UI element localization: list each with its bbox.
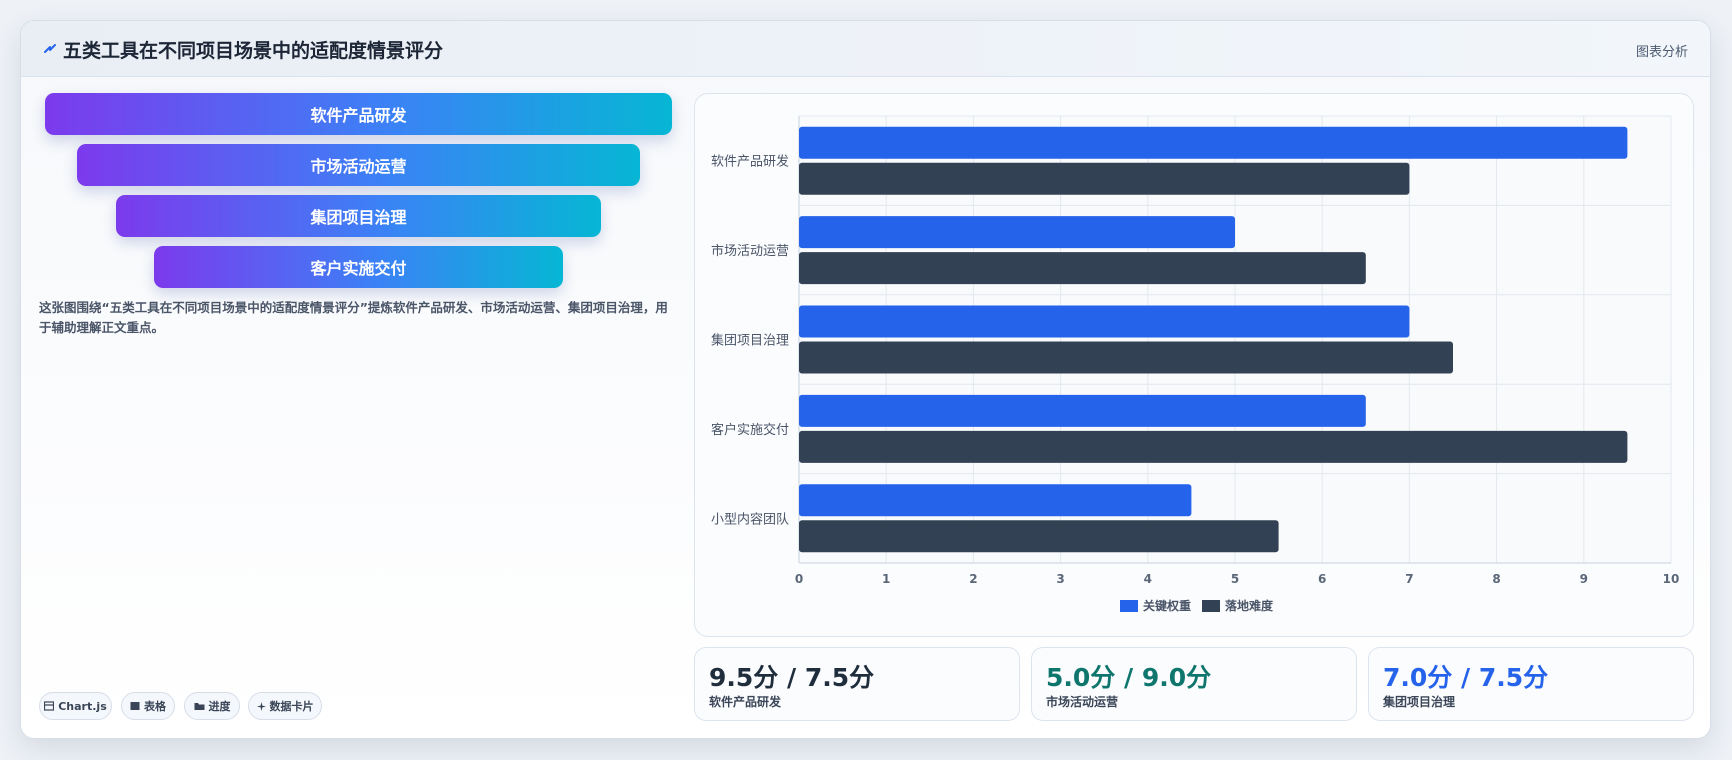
stat-card-2: 5.0分 / 9.0分 市场活动运营 (1031, 647, 1357, 721)
stat-value: 7.0分 / 7.5分 (1383, 663, 1549, 692)
bar (799, 430, 1628, 463)
tag-label: 表格 (144, 700, 166, 713)
bar (799, 520, 1279, 553)
tag-label: 进度 (208, 700, 231, 713)
funnel-item-1[interactable]: 软件产品研发 (45, 93, 672, 135)
x-tick-label: 3 (1056, 572, 1064, 586)
x-tick-label: 8 (1492, 572, 1500, 586)
tag-progress[interactable]: 进度 (184, 692, 240, 720)
y-category-label: 市场活动运营 (711, 243, 789, 259)
bar (799, 126, 1628, 159)
legend-swatch (1202, 600, 1220, 612)
header-bar: 五类工具在不同项目场景中的适配度情景评分 图表分析 (21, 21, 1710, 77)
chart-panel: 0 1 2 3 4 5 6 7 8 9 10 软件产品研发 市场活动运营 集团项目治理 客户实施交付 小型内容… (694, 93, 1694, 637)
chart-analysis-link[interactable]: 图表分析 (1635, 45, 1688, 60)
stat-label: 市场活动运营 (1046, 695, 1119, 709)
tag-label: 数据卡片 (269, 700, 314, 713)
sparkle-icon (256, 701, 266, 711)
bar (799, 394, 1366, 427)
legend-label: 关键权重 (1143, 598, 1191, 613)
legend-swatch (1120, 600, 1138, 612)
legend-label: 落地难度 (1225, 598, 1274, 613)
stat-label: 集团项目治理 (1383, 695, 1456, 709)
stat-card-3: 7.0分 / 7.5分 集团项目治理 (1368, 647, 1694, 721)
x-tick-label: 5 (1231, 572, 1239, 586)
bar-chart: 0 1 2 3 4 5 6 7 8 9 10 软件产品研发市场活动运营集团项目治理客户实施交付小型内容… (711, 115, 1680, 613)
funnel-item-2[interactable]: 市场活动运营 (77, 144, 640, 186)
y-category-label: 客户实施交付 (711, 422, 789, 438)
tag-data-card[interactable]: 数据卡片 (248, 692, 322, 720)
main-card: 五类工具在不同项目场景中的适配度情景评分 图表分析 软件产品研发 市场活动运营 … (20, 20, 1711, 739)
chart-icon (44, 701, 55, 711)
funnel-item-3[interactable]: 集团项目治理 (116, 195, 601, 237)
bolt-icon (44, 44, 56, 53)
x-tick-label: 4 (1144, 572, 1152, 586)
bar (799, 162, 1410, 195)
stat-value: 9.5分 / 7.5分 (709, 663, 875, 692)
bar (799, 341, 1453, 374)
bar (799, 305, 1410, 338)
description-text: 这张图围绕“五类工具在不同项目场景中的适配度情景评分”提炼软件产品研发、市场活动… (39, 300, 668, 335)
table-icon (130, 702, 140, 710)
x-tick-label: 9 (1580, 572, 1588, 586)
tag-table[interactable]: 表格 (121, 692, 175, 720)
bar (799, 252, 1366, 285)
x-tick-label: 2 (969, 572, 977, 586)
stat-value: 5.0分 / 9.0分 (1046, 663, 1212, 692)
y-category-label: 软件产品研发 (711, 154, 789, 170)
x-tick-label: 1 (882, 572, 890, 586)
y-category-label: 集团项目治理 (711, 333, 789, 349)
tag-label: Chart.js (58, 699, 107, 713)
stat-card-1: 9.5分 / 7.5分 软件产品研发 (694, 647, 1020, 721)
page-title: 五类工具在不同项目场景中的适配度情景评分 (63, 40, 444, 62)
tag-chartjs[interactable]: Chart.js (39, 692, 112, 720)
bar (799, 484, 1192, 517)
stat-label: 软件产品研发 (709, 695, 782, 709)
x-tick-label: 10 (1663, 572, 1680, 586)
x-tick-label: 6 (1318, 572, 1326, 586)
bar (799, 216, 1235, 249)
funnel-item-4[interactable]: 客户实施交付 (154, 246, 563, 288)
x-tick-label: 0 (795, 572, 803, 586)
y-category-label: 小型内容团队 (711, 511, 789, 527)
x-tick-label: 7 (1405, 572, 1413, 586)
folder-icon (194, 703, 204, 710)
